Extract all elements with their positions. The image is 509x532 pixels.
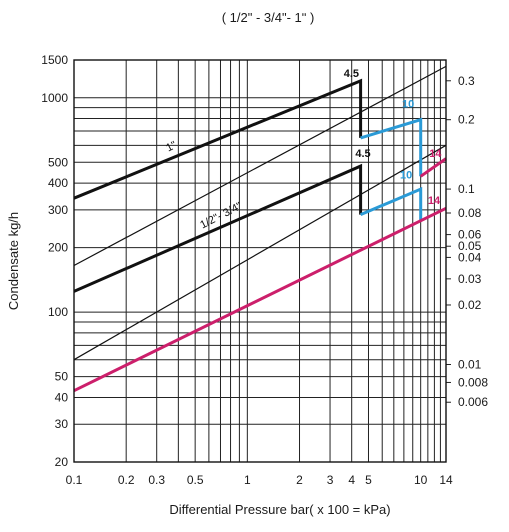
y-tick-label: 20 — [55, 455, 69, 469]
y-tick-label: 40 — [55, 390, 69, 404]
x-tick-label: 0.1 — [66, 473, 83, 487]
annotation-label: 10 — [402, 99, 414, 111]
x-tick-label: 0.2 — [118, 473, 135, 487]
y-tick-label: 1500 — [41, 53, 68, 67]
y-axis-title: Condensate kg/h — [6, 212, 21, 310]
y-tick-label: 100 — [48, 305, 68, 319]
series-line-3 — [73, 144, 447, 361]
y2-tick-label: 0.06 — [458, 228, 482, 242]
y2-tick-label: 0.2 — [458, 113, 475, 127]
annotation-label: 4.5 — [355, 148, 370, 160]
y-tick-label: 50 — [55, 370, 69, 384]
y2-tick-label: 0.08 — [458, 206, 482, 220]
y2-tick-label: 0.3 — [458, 74, 475, 88]
x-tick-label: 10 — [414, 473, 428, 487]
x-tick-label: 1 — [244, 473, 251, 487]
chart-title: ( 1/2" - 3/4"- 1ʺ ) — [222, 10, 315, 25]
annotation-label: 14 — [428, 195, 441, 207]
y2-tick-label: 0.05 — [458, 239, 482, 253]
x-tick-label: 4 — [348, 473, 355, 487]
y2-tick-label: 0.03 — [458, 272, 482, 286]
plot-frame — [73, 59, 447, 463]
y2-tick-label: 0.008 — [458, 375, 488, 389]
y-tick-label: 500 — [48, 155, 68, 169]
tick-labels: 0.1 0.2 0.3 0.5 1 2 3 4 5 10 14 20 30 40 50 100 200 300 40… — [41, 53, 488, 487]
annotation-label: 10 — [400, 170, 412, 182]
x-tick-label: 3 — [327, 473, 334, 487]
series-line-6 — [419, 157, 447, 178]
y-tick-label: 1000 — [41, 91, 68, 105]
series-label: 1" — [164, 139, 178, 154]
x-axis-title: Differential Pressure bar( x 100 = kPa) — [169, 502, 390, 517]
y-tick-label: 200 — [48, 241, 68, 255]
series-line-4 — [360, 117, 423, 177]
series-line-7 — [73, 206, 447, 393]
annotation-label: 14 — [429, 148, 442, 160]
x-tick-label: 5 — [365, 473, 372, 487]
series-line-2 — [73, 65, 447, 267]
x-tick-label: 2 — [296, 473, 303, 487]
y2-tick-label: 0.02 — [458, 298, 482, 312]
y-tick-label: 300 — [48, 203, 68, 217]
y-tick-label: 400 — [48, 176, 68, 190]
y2-tick-label: 0.1 — [458, 182, 475, 196]
y2-tick-label: 0.01 — [458, 357, 482, 371]
y2-tick-label: 0.006 — [458, 395, 488, 409]
annotation-label: 4.5 — [344, 68, 359, 80]
x-tick-label: 0.3 — [148, 473, 165, 487]
x-tick-label: 0.5 — [187, 473, 204, 487]
series-line-1 — [73, 163, 363, 293]
series-line-0 — [73, 78, 363, 200]
y2-tick-label: 0.04 — [458, 250, 482, 264]
x-tick-label: 14 — [439, 473, 453, 487]
series-line-5 — [360, 186, 423, 222]
y-tick-label: 30 — [55, 417, 69, 431]
